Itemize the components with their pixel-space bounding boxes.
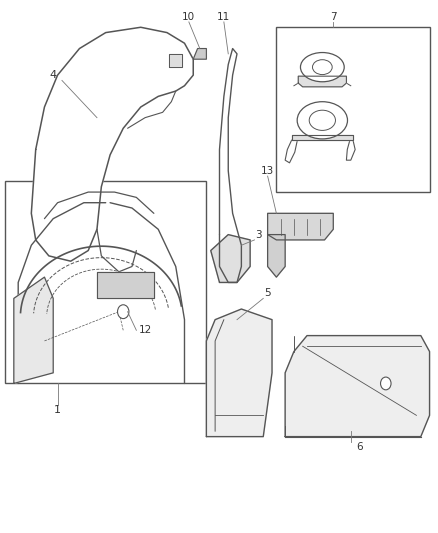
Text: 11: 11 — [217, 12, 230, 22]
Polygon shape — [210, 235, 250, 282]
Circle shape — [117, 305, 129, 319]
Text: 12: 12 — [138, 325, 152, 335]
Polygon shape — [206, 309, 272, 437]
Text: 7: 7 — [329, 12, 336, 22]
Polygon shape — [169, 54, 182, 67]
Ellipse shape — [312, 60, 332, 75]
Text: 5: 5 — [264, 288, 270, 298]
Polygon shape — [285, 336, 428, 437]
Polygon shape — [219, 49, 241, 282]
Polygon shape — [297, 76, 346, 87]
Text: 1: 1 — [54, 405, 61, 415]
Circle shape — [380, 377, 390, 390]
Bar — [276, 27, 428, 192]
Ellipse shape — [300, 53, 343, 82]
Polygon shape — [31, 27, 193, 261]
Polygon shape — [193, 49, 206, 59]
Bar — [5, 181, 206, 383]
Text: 10: 10 — [182, 12, 195, 22]
Polygon shape — [267, 213, 332, 240]
Ellipse shape — [297, 102, 347, 139]
Text: 13: 13 — [261, 166, 274, 176]
Text: 3: 3 — [255, 230, 261, 240]
Ellipse shape — [308, 110, 335, 131]
Polygon shape — [291, 135, 352, 140]
Text: 4: 4 — [49, 70, 57, 80]
Polygon shape — [14, 277, 53, 383]
Polygon shape — [267, 235, 285, 277]
Text: 6: 6 — [355, 442, 362, 452]
Polygon shape — [97, 272, 153, 298]
